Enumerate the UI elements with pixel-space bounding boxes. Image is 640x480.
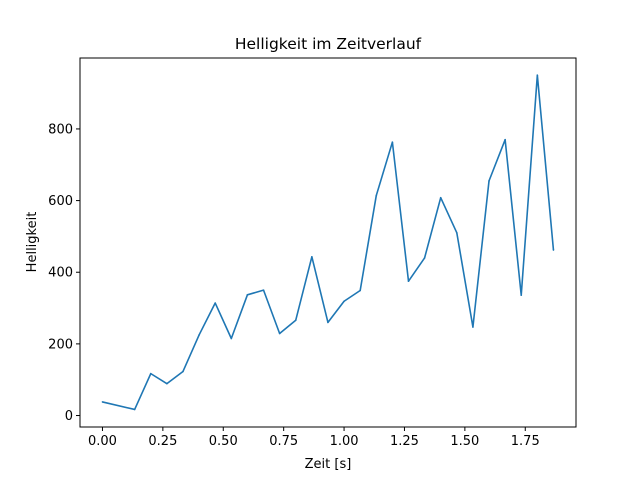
data-point <box>423 257 426 259</box>
x-tick-label: 1.00 <box>330 434 359 449</box>
data-point <box>198 334 200 336</box>
data-point <box>552 249 555 251</box>
x-tick-label: 0.50 <box>209 434 238 449</box>
y-tick-label: 600 <box>48 194 73 209</box>
data-point <box>327 321 329 324</box>
x-tick-label: 0.75 <box>269 434 298 449</box>
data-point <box>520 294 523 296</box>
data-point <box>391 141 394 143</box>
data-point <box>262 289 265 291</box>
y-tick-label: 0 <box>65 409 73 424</box>
x-tick-label: 0.00 <box>88 434 117 449</box>
chart-title: Helligkeit im Zeitverlauf <box>235 35 422 53</box>
data-point <box>278 332 281 335</box>
data-point <box>472 326 474 328</box>
y-tick-label: 400 <box>48 266 73 281</box>
data-point <box>214 302 217 304</box>
data-point <box>149 372 152 375</box>
data-point <box>536 74 539 76</box>
y-axis-label: Helligkeit <box>25 212 40 273</box>
x-tick-label: 0.25 <box>148 434 177 449</box>
x-axis-label: Zeit [s] <box>305 457 352 472</box>
data-point <box>182 370 184 373</box>
data-point <box>101 401 104 403</box>
x-tick-label: 1.50 <box>450 434 479 449</box>
series-line <box>102 74 555 411</box>
data-point <box>311 256 313 258</box>
plot-area <box>80 58 576 427</box>
x-tick-label: 1.75 <box>511 434 540 449</box>
y-tick-label: 200 <box>48 337 73 352</box>
data-point <box>375 194 378 197</box>
data-point <box>294 319 297 322</box>
data-point <box>504 138 506 141</box>
data-point <box>439 196 442 199</box>
data-point <box>166 382 168 385</box>
y-tick-label: 800 <box>48 122 73 137</box>
data-point <box>230 337 233 340</box>
series-layer <box>101 74 555 411</box>
data-point <box>343 300 345 303</box>
data-point <box>456 232 458 234</box>
data-point <box>133 408 136 411</box>
data-point <box>488 180 490 182</box>
x-axis-ticks: 0.00 0.25 0.50 0.75 1.00 1.25 1.50 1.75 <box>88 427 540 449</box>
data-point <box>246 294 249 296</box>
data-point <box>359 289 361 292</box>
data-point <box>407 280 410 282</box>
plot-frame <box>79 57 577 428</box>
y-axis-ticks: 0 200 400 600 800 <box>48 122 80 424</box>
x-tick-label: 1.25 <box>390 434 419 449</box>
